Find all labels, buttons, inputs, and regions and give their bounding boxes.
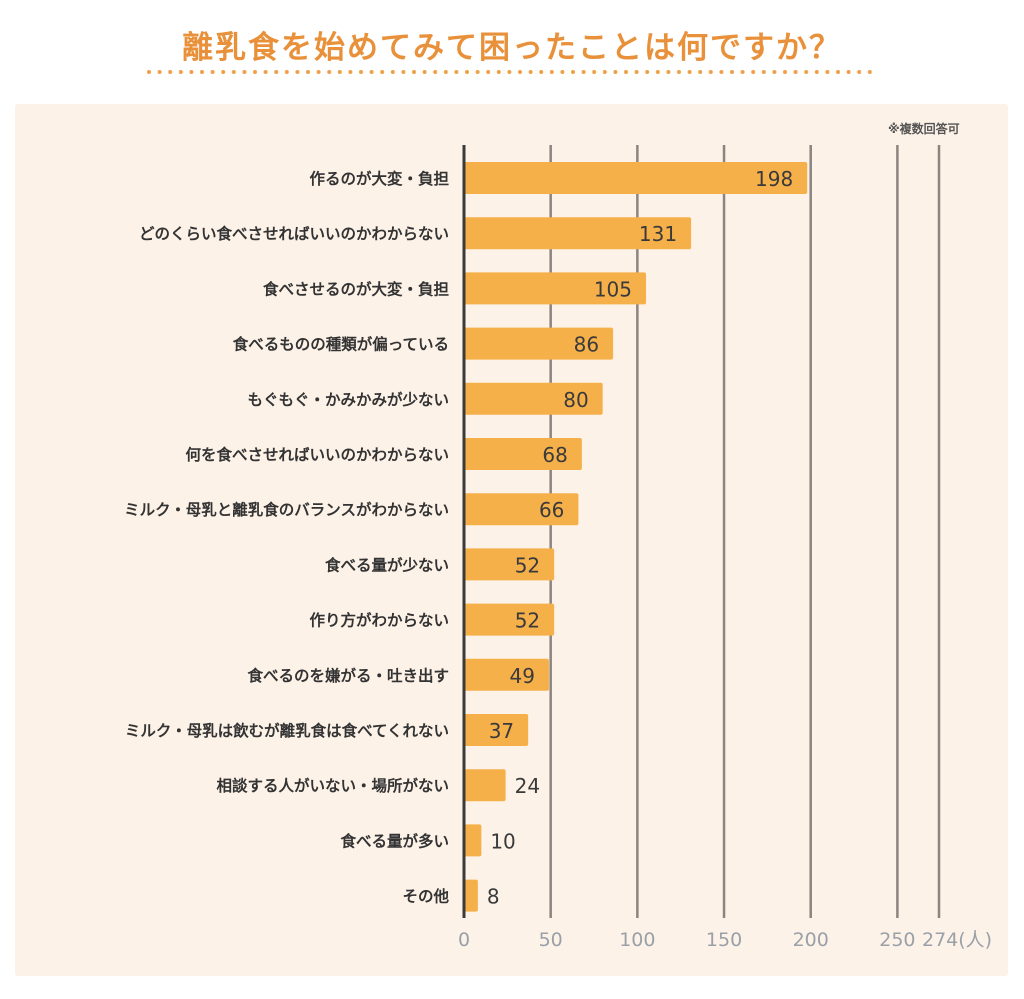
category-label: 食べるのを嫌がる・吐き出す — [246, 666, 449, 685]
category-label: ミルク・母乳と離乳食のバランスがわからない — [124, 500, 449, 519]
value-label: 52 — [515, 553, 540, 577]
category-label: ミルク・母乳は飲むが離乳食は食べてくれない — [125, 721, 449, 740]
value-label: 86 — [574, 333, 599, 357]
value-label: 10 — [490, 829, 515, 853]
bar — [464, 714, 529, 746]
bar — [464, 603, 555, 636]
x-tick-label: 100 — [619, 929, 655, 951]
value-label: 68 — [542, 443, 567, 467]
category-label: その他 — [402, 887, 449, 906]
bar — [464, 824, 482, 857]
category-label: どのくらい食べさせればいいのかわからない — [139, 224, 449, 243]
x-tick-label: 50 — [539, 929, 563, 951]
value-label: 105 — [594, 277, 632, 301]
category-label: もぐもぐ・かみかみが少ない — [247, 390, 449, 409]
bar — [464, 769, 506, 802]
category-label: 何を食べさせればいいのかわからない — [185, 445, 449, 464]
bar — [464, 548, 555, 581]
value-label: 49 — [509, 664, 534, 688]
bar — [464, 272, 647, 305]
value-label: 80 — [563, 388, 588, 412]
bar — [464, 217, 692, 250]
bar — [464, 382, 603, 415]
bar — [464, 493, 579, 526]
x-tick-label: 250 — [879, 929, 915, 951]
x-tick-label: 274(人) — [922, 929, 992, 951]
category-label: 食べる量が少ない — [324, 555, 449, 574]
bar — [464, 658, 549, 691]
x-tick-label: 150 — [706, 929, 742, 951]
value-label: 198 — [755, 167, 793, 191]
chart-title: 離乳食を始めてみて困ったことは何ですか？ — [182, 30, 842, 66]
title-dotted-underline — [147, 70, 872, 74]
value-label: 8 — [487, 885, 500, 909]
x-tick-label: 200 — [793, 929, 829, 951]
category-label: 食べるものの種類が偏っている — [232, 335, 449, 354]
value-label: 66 — [539, 498, 564, 522]
value-label: 52 — [515, 609, 540, 633]
category-label: 作るのが大変・負担 — [309, 169, 449, 188]
x-tick-label: 0 — [458, 929, 470, 951]
chart-panel — [15, 104, 1008, 976]
value-label: 37 — [489, 719, 514, 743]
multiple-answer-note: ※複数回答可 — [888, 122, 960, 136]
bar — [464, 438, 582, 470]
bar — [464, 879, 478, 912]
category-label: 相談する人がいない・場所がない — [216, 776, 449, 795]
bar — [464, 327, 614, 360]
category-label: 作り方がわからない — [309, 611, 449, 630]
category-label: 食べさせるのが大変・負担 — [262, 279, 450, 298]
value-label: 131 — [639, 222, 677, 246]
category-label: 食べる量が多い — [339, 831, 449, 850]
bar — [464, 162, 808, 194]
value-label: 24 — [515, 774, 540, 798]
